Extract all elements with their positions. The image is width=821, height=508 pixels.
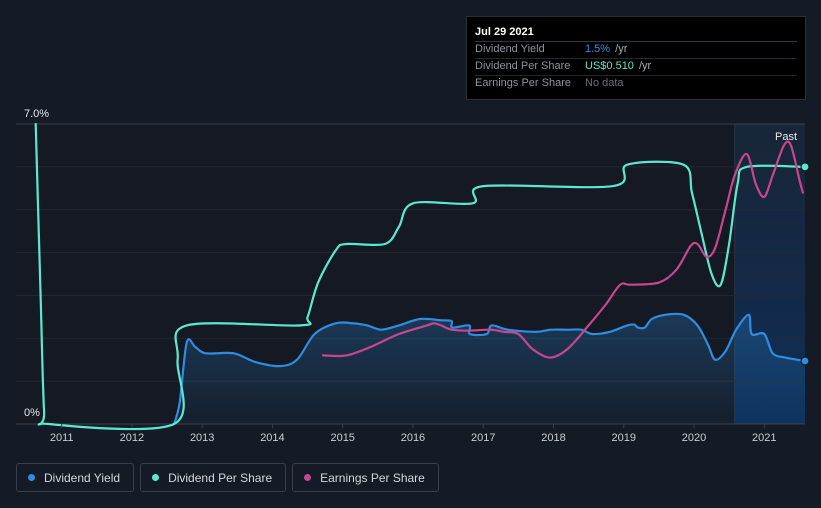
tooltip-value: US$0.510 /yr	[585, 60, 651, 72]
x-axis-tick-label: 2014	[260, 432, 284, 444]
x-axis-tick-label: 2015	[330, 432, 354, 444]
legend: Dividend Yield Dividend Per Share Earnin…	[16, 463, 439, 492]
legend-label: Dividend Yield	[44, 470, 121, 485]
legend-item-earnings-per-share[interactable]: Earnings Per Share	[292, 463, 439, 492]
tooltip-value-text: No data	[585, 77, 624, 89]
legend-dot-icon	[152, 474, 160, 481]
x-axis-tick-label: 2017	[471, 432, 495, 444]
tooltip-date: Jul 29 2021	[475, 26, 534, 38]
dividend-yield-line	[173, 312, 807, 426]
dividend-yield-area	[174, 313, 806, 424]
x-axis-tick-label: 2018	[541, 432, 565, 444]
tooltip-label: Dividend Per Share	[475, 60, 571, 72]
x-axis-tick-label: 2016	[401, 432, 425, 444]
earnings-per-share-line	[321, 140, 804, 359]
dividend-per-share-end-marker	[800, 162, 810, 172]
past-label: Past	[775, 131, 797, 143]
x-axis-tick-label: 2021	[752, 432, 776, 444]
tooltip-value: No data	[585, 77, 626, 89]
dividend-yield-end-marker	[800, 356, 810, 366]
legend-label: Dividend Per Share	[168, 470, 273, 485]
legend-label: Earnings Per Share	[320, 470, 425, 485]
x-axis-tick-label: 2012	[120, 432, 144, 444]
x-axis-tick-label: 2020	[682, 432, 706, 444]
tooltip-divider	[475, 41, 797, 42]
tooltip-unit: /yr	[635, 60, 652, 72]
legend-item-dividend-per-share[interactable]: Dividend Per Share	[140, 463, 287, 492]
tooltip-row-dividend-per-share: Dividend Per Share US$0.510 /yr	[475, 60, 797, 76]
y-axis-tick-label: 0%	[24, 407, 40, 419]
dividend-per-share-line	[34, 122, 807, 431]
legend-dot-icon	[28, 474, 35, 481]
tooltip-row-dividend-yield: Dividend Yield 1.5% /yr	[475, 43, 797, 59]
tooltip-label: Earnings Per Share	[475, 77, 571, 89]
x-axis-tick-label: 2019	[611, 432, 635, 444]
legend-item-dividend-yield[interactable]: Dividend Yield	[16, 463, 135, 492]
series-layer	[34, 122, 810, 431]
tooltip-separator	[475, 75, 797, 76]
axis-layer: 7.0% 0% 2011 2012 2013 2014 2015 2016 2017 2018 20…	[24, 108, 776, 444]
x-axis-tick-label: 2013	[190, 432, 214, 444]
y-axis-tick-label: 7.0%	[24, 108, 49, 120]
tooltip-separator	[475, 58, 797, 59]
tooltip-panel: Jul 29 2021 Dividend Yield 1.5% /yr Divi…	[466, 16, 806, 100]
x-axis-tick-label: 2011	[50, 432, 74, 444]
tooltip-unit: /yr	[612, 43, 628, 55]
tooltip-value: 1.5% /yr	[585, 43, 627, 55]
tooltip-label: Dividend Yield	[475, 43, 545, 55]
tooltip-row-earnings-per-share: Earnings Per Share No data	[475, 77, 797, 93]
tooltip-value-text: US$0.510	[585, 60, 634, 72]
tooltip-value-text: 1.5%	[585, 43, 611, 55]
legend-dot-icon	[304, 474, 312, 481]
